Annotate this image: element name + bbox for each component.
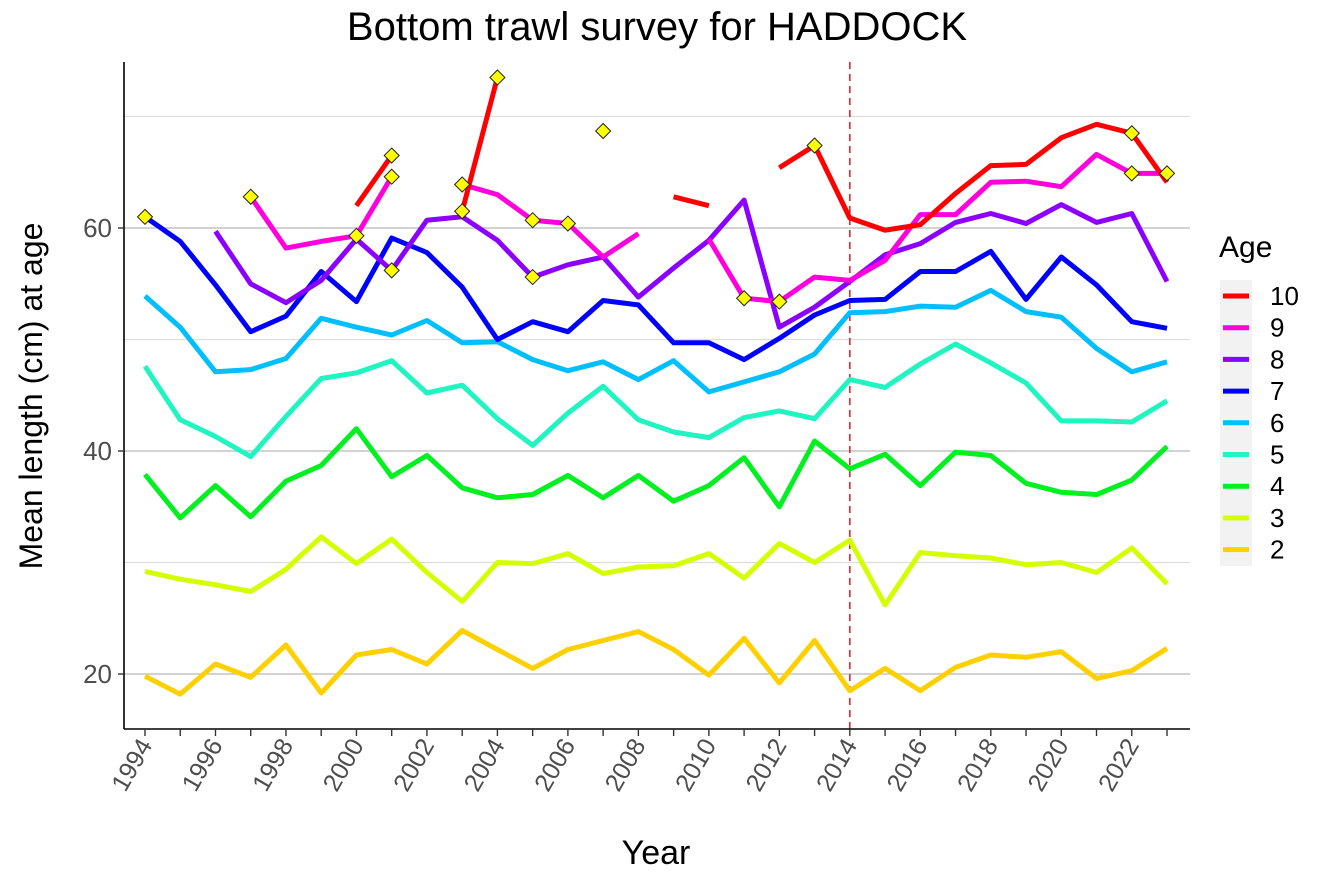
diamond-marker <box>383 147 400 164</box>
diamond-marker <box>1123 125 1140 142</box>
diamond-marker <box>1158 165 1176 182</box>
x-ticks: 1994 1996 1998 2000 2002 2004 2006 2008 2010 2012… <box>106 729 1168 796</box>
series-line-age-6 <box>143 287 1168 395</box>
x-tick-label: 1994 <box>106 734 158 796</box>
legend-label: 7 <box>1270 376 1284 406</box>
diamond-marker <box>559 215 577 232</box>
series-line-age-9 <box>248 151 1167 305</box>
diamond-marker <box>489 69 506 86</box>
y-tick-label: 40 <box>83 436 112 466</box>
legend-label: 2 <box>1270 535 1284 565</box>
axes <box>123 62 1190 730</box>
legend-label: 5 <box>1270 440 1284 470</box>
legend-label: 9 <box>1270 313 1284 343</box>
series-line-age-4 <box>143 426 1169 521</box>
gridlines <box>124 115 1190 675</box>
diamond-marker <box>453 203 471 220</box>
x-tick-label: 2018 <box>952 734 1004 796</box>
y-tick-label: 60 <box>83 213 112 243</box>
x-tick-label: 2010 <box>670 734 722 796</box>
x-tick-label: 2002 <box>388 734 440 796</box>
diamond-marker <box>453 176 471 193</box>
diamond-marker <box>771 293 788 310</box>
x-tick-label: 2012 <box>740 734 792 796</box>
x-tick-label: 2000 <box>318 734 370 796</box>
x-tick-label: 2006 <box>529 734 581 796</box>
legend-label: 6 <box>1270 408 1284 438</box>
series-line-age-7 <box>143 214 1168 363</box>
series-line-age-5 <box>142 341 1169 460</box>
x-axis-label: Year <box>622 834 691 872</box>
series-line-age-10 <box>354 76 1170 233</box>
x-tick-label: 1998 <box>247 734 299 796</box>
x-tick-label: 2014 <box>811 734 863 796</box>
diamond-marker <box>136 208 154 226</box>
legend-label: 8 <box>1270 344 1284 374</box>
diamond-marker <box>242 188 259 205</box>
x-tick-label: 2022 <box>1093 734 1145 796</box>
diamond-markers <box>136 69 1176 310</box>
series-lines <box>142 76 1170 697</box>
x-tick-label: 2020 <box>1022 734 1074 796</box>
diamond-marker <box>383 262 400 279</box>
x-tick-label: 2004 <box>459 734 511 796</box>
diamond-marker <box>524 211 541 229</box>
diamond-marker <box>594 122 612 140</box>
diamond-marker <box>735 290 753 307</box>
series-line-age-8 <box>213 197 1170 330</box>
diamond-marker <box>1123 165 1140 182</box>
diamond-marker <box>524 268 541 286</box>
y-tick-label: 20 <box>83 659 112 689</box>
legend-label: 4 <box>1270 471 1284 501</box>
series-line-age-2 <box>143 628 1169 697</box>
series-line-age-3 <box>144 534 1169 608</box>
legend-label: 10 <box>1270 281 1299 311</box>
y-ticks: 20 40 60 <box>83 213 124 689</box>
legend-title: Age <box>1219 231 1272 264</box>
x-tick-label: 2008 <box>600 734 652 796</box>
y-axis-label: Mean length (cm) at age <box>13 223 49 570</box>
x-tick-label: 1996 <box>177 734 229 796</box>
legend-label: 3 <box>1270 503 1284 533</box>
chart-title: Bottom trawl survey for HADDOCK <box>347 5 967 49</box>
diamond-marker <box>348 227 365 245</box>
diamond-marker <box>806 137 823 154</box>
diamond-marker <box>383 168 400 185</box>
x-tick-label: 2016 <box>881 734 933 796</box>
